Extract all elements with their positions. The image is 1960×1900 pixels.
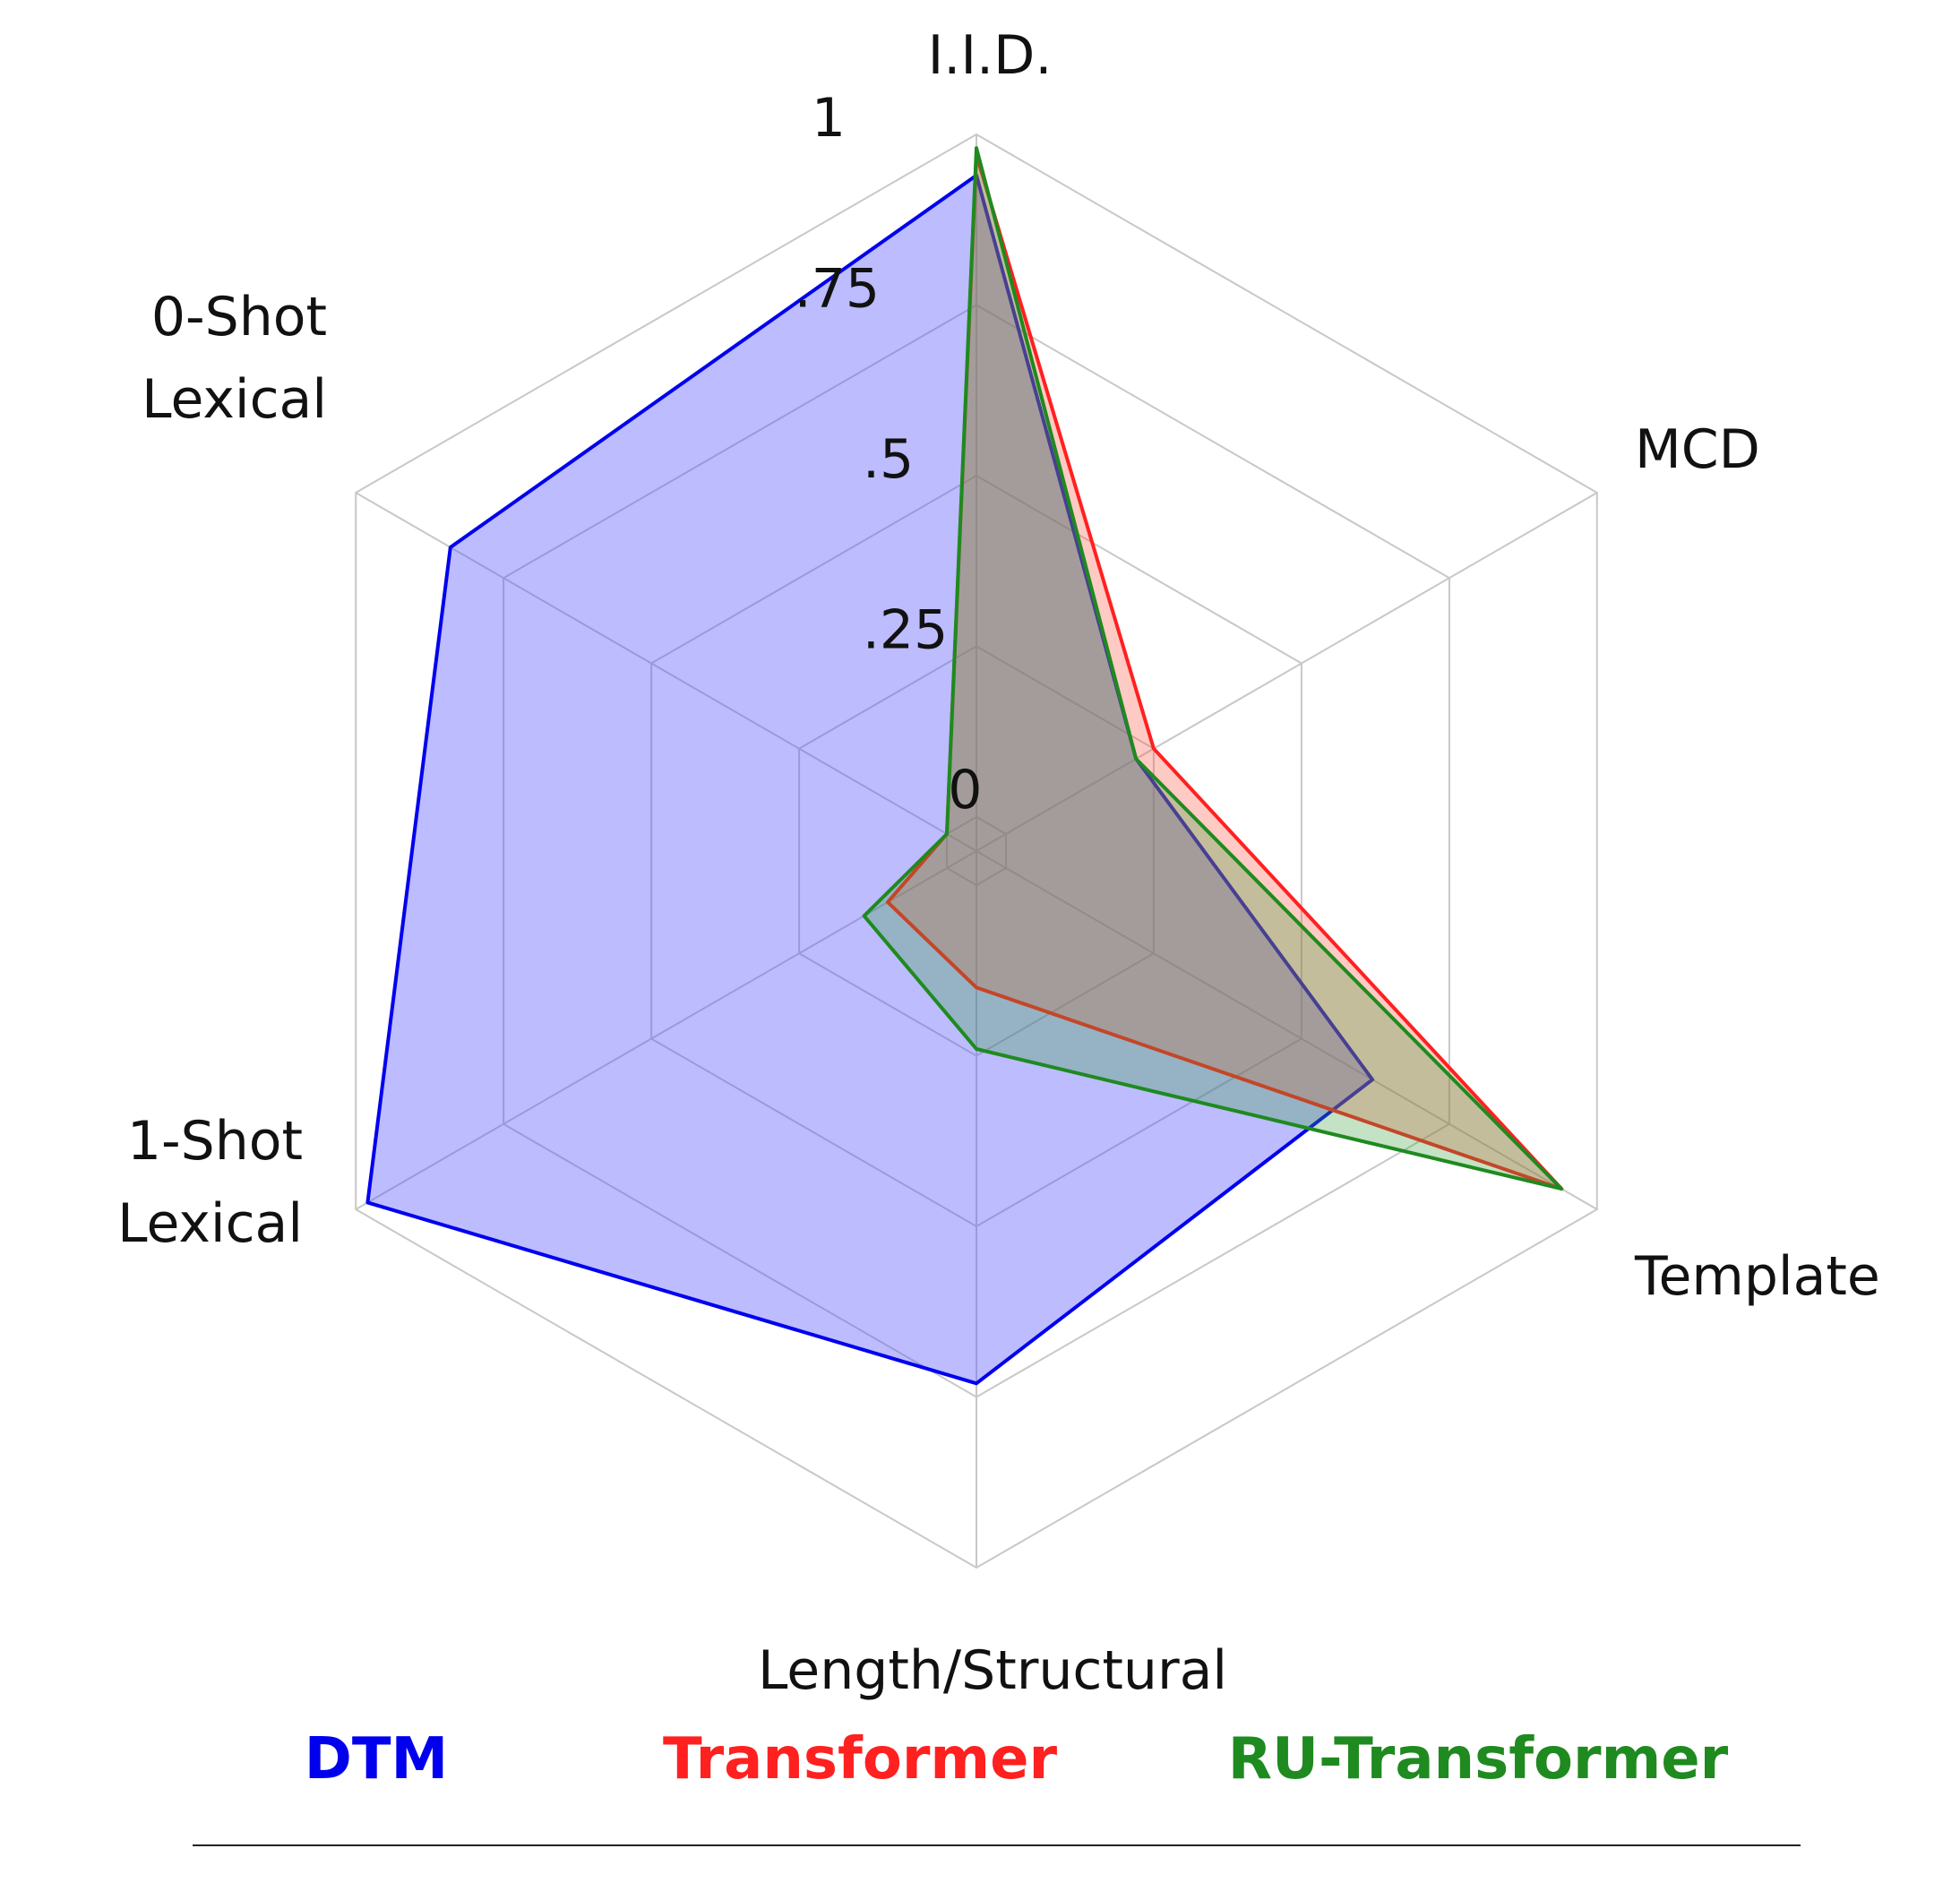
axis-label-1-line-0: MCD (1635, 418, 1760, 481)
grid-spoke-4 (355, 850, 977, 1210)
grid-spoke-1 (976, 492, 1598, 852)
legend: DTM Transformer RU-Transformer (305, 1726, 1729, 1793)
grid-spoke-5 (355, 492, 977, 852)
tick-label-2: .5 (863, 428, 914, 491)
axis-label-3-line-0: Length/Structural (758, 1639, 1227, 1702)
series-area-2 (862, 146, 1564, 1191)
axis-label-2-line-0: Template (1634, 1245, 1880, 1308)
radar-grid (355, 133, 1598, 1569)
series-area-0 (365, 173, 1375, 1386)
tick-label-1: .25 (863, 598, 948, 661)
axis-label-5-line-0: 0-Shot (151, 286, 327, 348)
legend-label-0: DTM (305, 1726, 448, 1793)
axis-label-0-line-0: I.I.D. (928, 24, 1053, 87)
axis-labels: I.I.D. MCD Template Length/Structural 1-Shot… (117, 24, 1880, 1702)
legend-label-1: Transformer (663, 1726, 1058, 1793)
legend-label-2: RU-Transformer (1228, 1726, 1729, 1793)
axis-label-5-line-1: Lexical (142, 368, 327, 431)
tick-label-0: 0 (948, 759, 982, 821)
tick-label-4: 1 (812, 87, 846, 150)
grid-spoke-2 (976, 850, 1598, 1210)
tick-label-3: .75 (795, 257, 880, 320)
radial-tick-labels: 0 .25 .5 .75 1 (795, 87, 983, 821)
radar-series (365, 146, 1564, 1386)
axis-label-4-line-1: Lexical (117, 1192, 303, 1255)
axis-label-4-line-0: 1-Shot (127, 1110, 303, 1173)
